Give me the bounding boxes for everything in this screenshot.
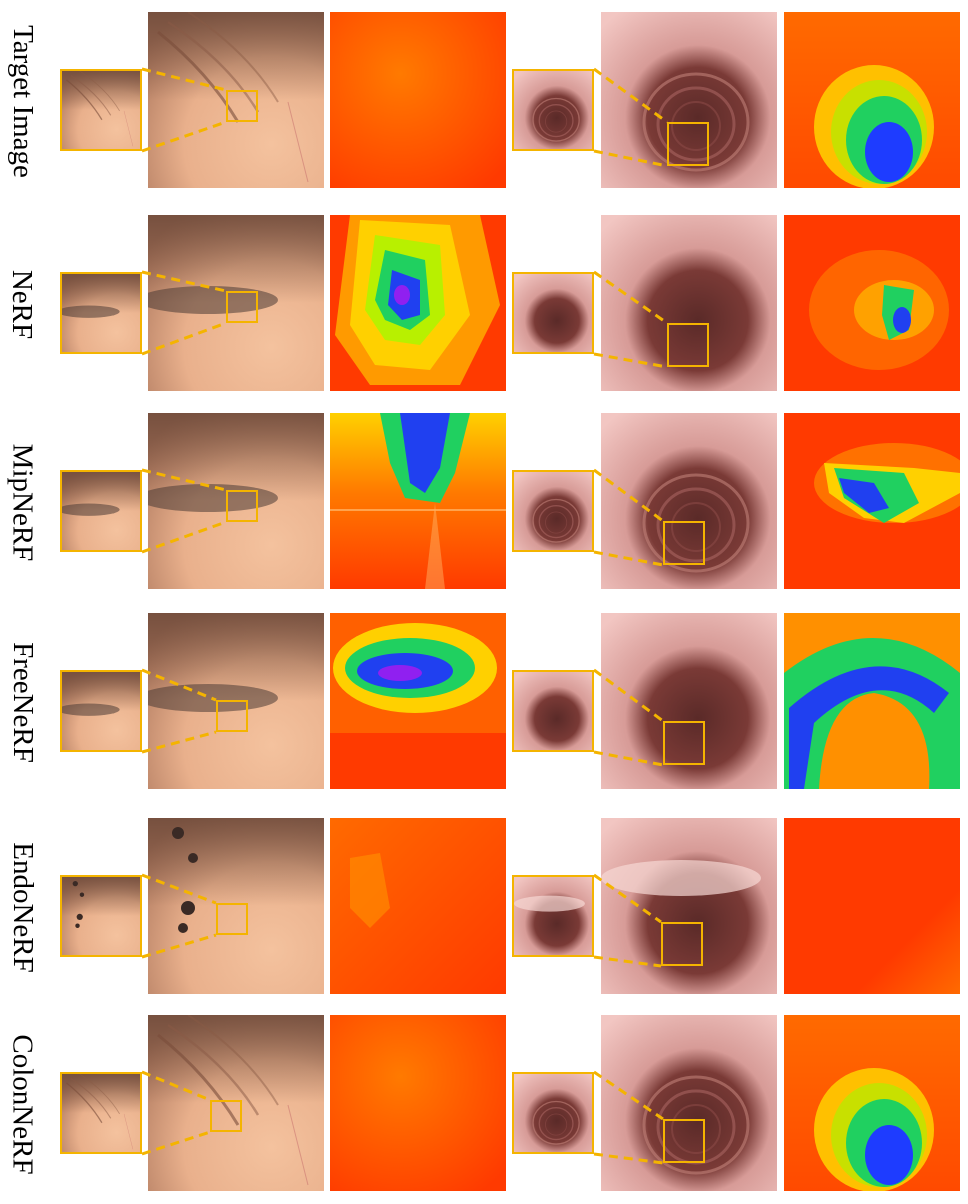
method-name: FreeNeRF — [6, 641, 39, 763]
row-label: EndoNeRF — [0, 818, 44, 996]
roi-box-left — [216, 903, 248, 935]
zoom-inset-left — [60, 1072, 142, 1154]
roi-box-right — [661, 922, 703, 966]
zoom-inset-left — [60, 670, 142, 752]
rendered-image-left — [148, 413, 324, 589]
roi-box-left — [226, 291, 258, 323]
zoom-inset-left — [60, 69, 142, 151]
zoom-inset-right — [512, 1072, 594, 1154]
row-label: NeRF — [0, 215, 44, 393]
roi-box-right — [663, 521, 705, 565]
roi-box-left — [226, 490, 258, 522]
zoom-inset-left — [60, 470, 142, 552]
figure-row: ColonNeRF — [0, 1015, 968, 1193]
depth-map-left — [330, 215, 506, 391]
figure-row: EndoNeRF — [0, 818, 968, 996]
rendered-image-right — [601, 818, 777, 994]
method-name: Target Image — [6, 24, 39, 178]
depth-map-left — [330, 1015, 506, 1191]
figure-row: MipNeRF — [0, 413, 968, 591]
row-label: MipNeRF — [0, 413, 44, 591]
figure-row: NeRF — [0, 215, 968, 393]
figure-row: FreeNeRF — [0, 613, 968, 791]
depth-map-left — [330, 613, 506, 789]
method-name: MipNeRF — [6, 443, 39, 561]
zoom-inset-right — [512, 272, 594, 354]
rendered-image-left — [148, 12, 324, 188]
roi-box-left — [226, 90, 258, 122]
rendered-image-left — [148, 818, 324, 994]
depth-map-right — [784, 1015, 960, 1191]
method-name: EndoNeRF — [6, 841, 39, 973]
depth-map-right — [784, 613, 960, 789]
roi-box-right — [667, 122, 709, 166]
roi-box-right — [663, 721, 705, 765]
roi-box-right — [663, 1119, 705, 1163]
figure-row: Target Image — [0, 12, 968, 190]
row-label: Target Image — [0, 12, 44, 190]
depth-map-right — [784, 12, 960, 188]
depth-map-right — [784, 413, 960, 589]
method-name: NeRF — [6, 269, 39, 339]
row-label: ColonNeRF — [0, 1015, 44, 1193]
zoom-inset-left — [60, 272, 142, 354]
rendered-image-left — [148, 1015, 324, 1191]
roi-box-left — [216, 700, 248, 732]
depth-map-left — [330, 12, 506, 188]
row-label: FreeNeRF — [0, 613, 44, 791]
rendered-image-right — [601, 1015, 777, 1191]
zoom-inset-right — [512, 875, 594, 957]
roi-box-right — [667, 323, 709, 367]
depth-map-left — [330, 413, 506, 589]
depth-map-right — [784, 215, 960, 391]
rendered-image-left — [148, 215, 324, 391]
roi-box-left — [210, 1100, 242, 1132]
zoom-inset-right — [512, 69, 594, 151]
depth-map-left — [330, 818, 506, 994]
method-name: ColonNeRF — [6, 1033, 39, 1175]
zoom-inset-right — [512, 470, 594, 552]
zoom-inset-right — [512, 670, 594, 752]
depth-map-right — [784, 818, 960, 994]
zoom-inset-left — [60, 875, 142, 957]
